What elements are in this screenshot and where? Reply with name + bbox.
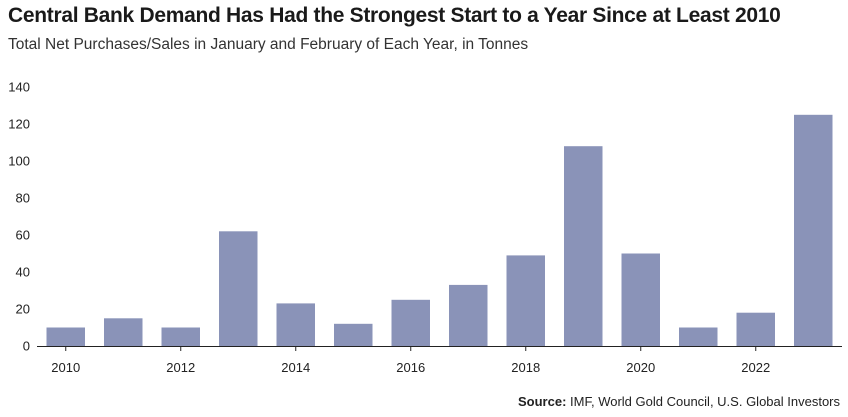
bar-2013 xyxy=(219,231,258,346)
bars xyxy=(46,114,833,347)
bar-2021 xyxy=(679,327,718,346)
bar-2014 xyxy=(276,303,315,346)
x-axis-ticks: 2010 2012 2014 2016 2018 2020 2022 xyxy=(51,346,770,375)
bar-2010 xyxy=(46,327,85,346)
y-tick-label: 140 xyxy=(8,80,30,95)
x-tick-label: 2020 xyxy=(626,360,655,375)
y-tick-label: 80 xyxy=(16,191,30,206)
chart-title: Central Bank Demand Has Had the Stronges… xyxy=(8,4,781,27)
bar-2016 xyxy=(391,299,430,347)
x-tick-label: 2022 xyxy=(741,360,770,375)
source-note: Source: IMF, World Gold Council, U.S. Gl… xyxy=(518,394,840,409)
source-prefix: Source: xyxy=(518,394,567,409)
y-tick-label: 100 xyxy=(8,154,30,169)
x-tick-label: 2010 xyxy=(51,360,80,375)
y-axis-ticks: 0 20 40 60 80 100 120 140 xyxy=(8,80,30,354)
y-tick-label: 120 xyxy=(8,117,30,132)
y-tick-label: 20 xyxy=(16,302,30,317)
source-text: IMF, World Gold Council, U.S. Global Inv… xyxy=(570,394,840,409)
x-tick-label: 2016 xyxy=(396,360,425,375)
bar-2023 xyxy=(794,114,833,347)
bar-2018 xyxy=(506,255,545,346)
x-tick-label: 2018 xyxy=(511,360,540,375)
x-tick-label: 2012 xyxy=(166,360,195,375)
bar-2019 xyxy=(564,146,603,346)
x-tick-label: 2014 xyxy=(281,360,310,375)
y-tick-label: 40 xyxy=(16,265,30,280)
bar-2022 xyxy=(736,312,775,346)
bar-2017 xyxy=(449,284,488,346)
bar-2011 xyxy=(104,318,143,347)
y-tick-label: 0 xyxy=(23,339,30,354)
bar-2020 xyxy=(621,253,660,346)
bar-2012 xyxy=(161,327,200,346)
bar-2015 xyxy=(334,323,373,346)
y-tick-label: 60 xyxy=(16,228,30,243)
chart-subtitle: Total Net Purchases/Sales in January and… xyxy=(8,36,529,53)
